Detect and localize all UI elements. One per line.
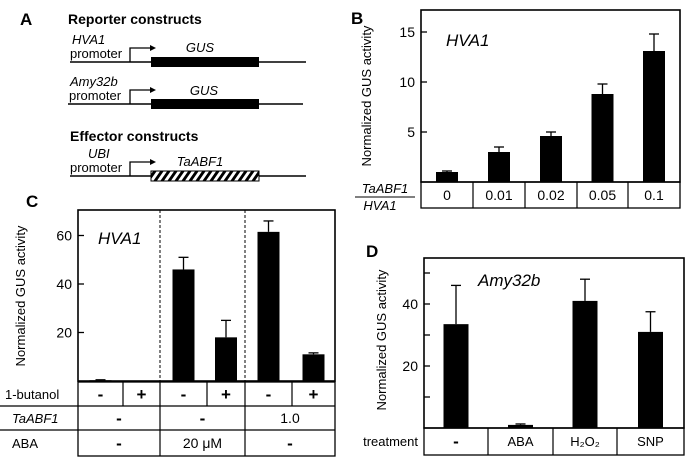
bar — [172, 269, 195, 381]
gene-label: GUS — [186, 40, 215, 55]
row-label: 1-butanol — [5, 387, 59, 402]
bar — [643, 51, 665, 182]
effector-constructs-title: Effector constructs — [70, 128, 199, 144]
table-cell: - — [181, 385, 187, 404]
reporter-constructs-title: Reporter constructs — [68, 11, 202, 27]
y-tick-label: 20 — [56, 325, 72, 341]
chart-title: HVA1 — [446, 31, 489, 50]
arrowhead-icon — [150, 45, 156, 51]
treatment-label: H₂O₂ — [570, 434, 600, 449]
arrowhead-icon — [150, 159, 156, 165]
bar — [540, 136, 562, 182]
bar — [257, 231, 280, 381]
transcription-start-arrow-icon — [129, 161, 150, 176]
bar — [638, 331, 663, 428]
table-cell: - — [98, 385, 104, 404]
treatment-label: ABA — [507, 434, 533, 449]
panel-label-b: B — [351, 9, 363, 28]
y-tick-label: 40 — [402, 296, 418, 312]
chart-c-hva1-butanol: 20 40 60 Normalized GUS activity HVA1 1-butan… — [0, 209, 336, 457]
table-cell: - — [287, 434, 293, 453]
promoter-name: Amy32b — [69, 74, 118, 89]
table-cell: - — [116, 409, 122, 428]
x-category-label: 0.05 — [589, 187, 616, 203]
y-axis-title: Normalized GUS activity — [13, 225, 28, 366]
gus-gene-box — [151, 99, 259, 109]
x-category-label: 0.02 — [537, 187, 564, 203]
x-category-label: 0 — [443, 187, 451, 203]
construct-ubi-taabf1: UBI promoter TaABF1 — [70, 146, 306, 182]
table-cell: 1.0 — [280, 410, 300, 426]
gus-gene-box — [151, 57, 259, 67]
plot-frame — [77, 209, 336, 382]
chart-b-hva1-dose: 5 10 15 Normalized GUS activity HVA1 0 0.01 0.0… — [355, 9, 681, 213]
table-cell: - — [266, 385, 272, 404]
promoter-word: promoter — [69, 88, 122, 103]
x-category-label: 0.1 — [644, 187, 664, 203]
gene-label: TaABF1 — [177, 154, 224, 169]
x-category-table — [420, 181, 681, 209]
row-label-treatment: treatment — [363, 434, 418, 449]
y-tick-label: 60 — [56, 228, 72, 244]
promoter-word: promoter — [70, 160, 123, 175]
panel-label-d: D — [366, 242, 378, 261]
treatment-table — [423, 427, 685, 456]
construct-hva1-gus: HVA1 promoter GUS — [70, 32, 306, 67]
table-cell: - — [116, 434, 122, 453]
panel-a-constructs-diagram: A Reporter constructs HVA1 promoter GUS … — [20, 10, 306, 182]
panel-label-a: A — [20, 10, 32, 29]
chart-title: Amy32b — [477, 271, 540, 290]
y-axis-title: Normalized GUS activity — [374, 269, 389, 410]
x-row-label-numerator: TaABF1 — [362, 181, 409, 196]
x-row-label-denominator: HVA1 — [363, 198, 396, 213]
treatment-label: - — [453, 432, 459, 451]
bar — [89, 380, 112, 381]
y-tick-label: 10 — [399, 74, 415, 90]
y-tick-label: 20 — [402, 358, 418, 374]
promoter-name: HVA1 — [72, 32, 105, 47]
table-cell: + — [221, 385, 231, 404]
bar — [591, 94, 614, 182]
bar — [443, 324, 469, 428]
y-tick-label: 15 — [399, 24, 415, 40]
bar — [508, 424, 533, 428]
panel-label-c: C — [26, 192, 38, 211]
y-tick-label: 5 — [407, 124, 415, 140]
construct-amy32b-gus: Amy32b promoter GUS — [68, 74, 303, 109]
row-label: TaABF1 — [12, 411, 59, 426]
x-category-label: 0.01 — [485, 187, 512, 203]
y-axis-title: Normalized GUS activity — [359, 25, 374, 166]
arrowhead-icon — [150, 87, 156, 93]
gene-label: GUS — [190, 83, 219, 98]
table-cell: 20 μM — [183, 435, 222, 451]
y-tick-label: 40 — [56, 276, 72, 292]
bar — [488, 152, 510, 182]
transcription-start-arrow-icon — [129, 47, 150, 62]
row-label: ABA — [12, 436, 38, 451]
promoter-word: promoter — [70, 46, 123, 61]
table-cell: + — [137, 385, 147, 404]
treatment-label: SNP — [637, 434, 664, 449]
chart-title: HVA1 — [98, 229, 141, 248]
bar — [215, 337, 237, 381]
table-cell: - — [200, 409, 206, 428]
bar — [302, 354, 325, 381]
table-cell: + — [309, 385, 319, 404]
bar — [572, 300, 598, 428]
transcription-start-arrow-icon — [129, 89, 150, 104]
bar — [436, 172, 458, 182]
chart-d-amy32b-treatment: 20 40 Normalized GUS activity Amy32b treatme… — [363, 257, 685, 456]
promoter-name: UBI — [88, 146, 110, 161]
taabf1-gene-box-hatched — [150, 170, 260, 182]
